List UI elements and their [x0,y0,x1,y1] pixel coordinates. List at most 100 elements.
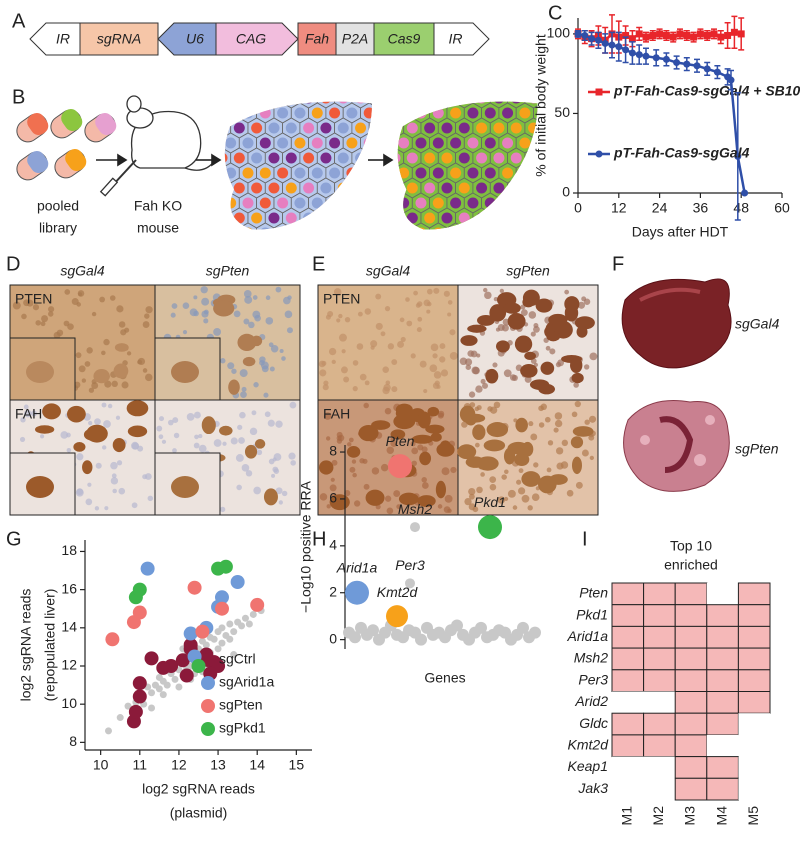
column-label: sgGal4 [60,263,105,279]
background-point [241,614,249,622]
heatmap-cell [643,691,676,714]
construct-label: Fah [305,31,329,47]
panel-label: I [582,528,588,550]
y-tick-label: 12 [61,657,77,673]
marker [642,52,650,60]
marker [635,51,643,59]
liver-label: sgGal4 [735,316,780,332]
point-label: Pkd1 [474,494,506,510]
point [175,653,190,668]
heatmap-cell [706,669,739,692]
row-label: Msh2 [574,650,608,666]
heatmap-cell [643,582,676,606]
background-point [249,610,257,618]
y-axis-label: (repopulated liver) [42,589,58,702]
heatmap-cell [643,604,676,627]
marker [693,62,701,70]
heatmap-cell [643,712,676,736]
y-tick-label: 18 [61,542,77,558]
point [132,605,147,620]
background-point [104,727,112,735]
x-tick-label: 13 [210,757,226,773]
y-axis-label: −Log10 positive RRA [298,480,314,613]
background-point [230,628,238,636]
marker [727,76,735,84]
point [250,597,265,612]
y-tick-label: 4 [329,537,337,553]
legend-label: sgPten [219,697,263,713]
marker [652,54,660,62]
heatmap-cell [737,691,771,714]
construct-label: U6 [186,31,204,47]
heatmap-cell [706,583,739,605]
heatmap-title: Top 10 [670,538,712,554]
heatmap-cell [706,777,739,801]
heatmap-cell [643,647,676,671]
heatmap-cell [612,691,644,714]
legend-label: pT-Fah-Cas9-sgGal4 [613,145,750,161]
x-tick-label: 14 [249,757,265,773]
x-axis-label: Genes [424,670,465,686]
row-label: Jak3 [577,780,608,796]
legend-marker [201,699,215,713]
background-point [529,626,541,639]
heatmap-cell [612,778,644,800]
background-point [163,681,171,689]
livers [224,101,538,230]
point [156,660,171,675]
content: A B C D E F G H I IR sgRNA U6 CAG Fah P2A Cas9 IR pooled l… [6,2,800,825]
marker [713,68,721,76]
background-point [148,704,156,712]
legend-label: sgPkd1 [219,720,266,736]
point-label: Msh2 [398,501,432,517]
heatmap-cell [643,734,676,758]
x-tick-label: 0 [574,200,582,216]
x-tick-label: 11 [133,757,148,773]
point [230,575,245,589]
marker [669,33,677,41]
y-tick-label: 100 [547,25,571,41]
marker [703,65,711,73]
row-label: PTEN [323,291,360,307]
background-point [175,683,183,691]
heatmap-cell [706,756,739,779]
heatmap-cell [674,777,708,801]
heatmap-cell [737,669,771,692]
point [405,578,415,589]
background-point [349,631,361,644]
heatmap-cell [674,734,708,758]
heatmap-cell [706,604,739,627]
background-point [159,691,167,699]
marker [724,32,732,39]
construct-element [215,22,299,56]
point [140,561,155,576]
heatmap-cell [737,625,771,649]
marker [703,32,711,39]
column-label: M5 [745,806,761,826]
heatmap-cell [643,669,676,692]
heatmap-cell [738,778,770,800]
x-tick-label: 12 [171,757,187,773]
x-tick-label: 60 [774,200,790,216]
y-tick-label: 8 [69,733,77,749]
heatmap-cell [706,625,739,649]
mouse [99,95,216,197]
mouse-label: mouse [137,220,179,236]
point [218,559,233,574]
row-label: FAH [15,406,42,422]
legend-marker [201,676,215,690]
heatmap-cell [611,582,645,606]
construct-element [29,22,81,56]
row-label: Per3 [578,671,608,687]
point [183,626,198,641]
x-tick-label: 48 [733,200,749,216]
background-point [202,641,210,649]
legend-marker [595,150,603,158]
row-label: FAH [323,406,350,422]
column-label: M3 [682,806,698,826]
marker [574,30,582,38]
column-label: M1 [619,806,635,826]
construct-label: sgRNA [97,31,141,47]
y-axis-label: log2 sgRNA reads [18,589,34,702]
panel-label: A [12,10,26,32]
